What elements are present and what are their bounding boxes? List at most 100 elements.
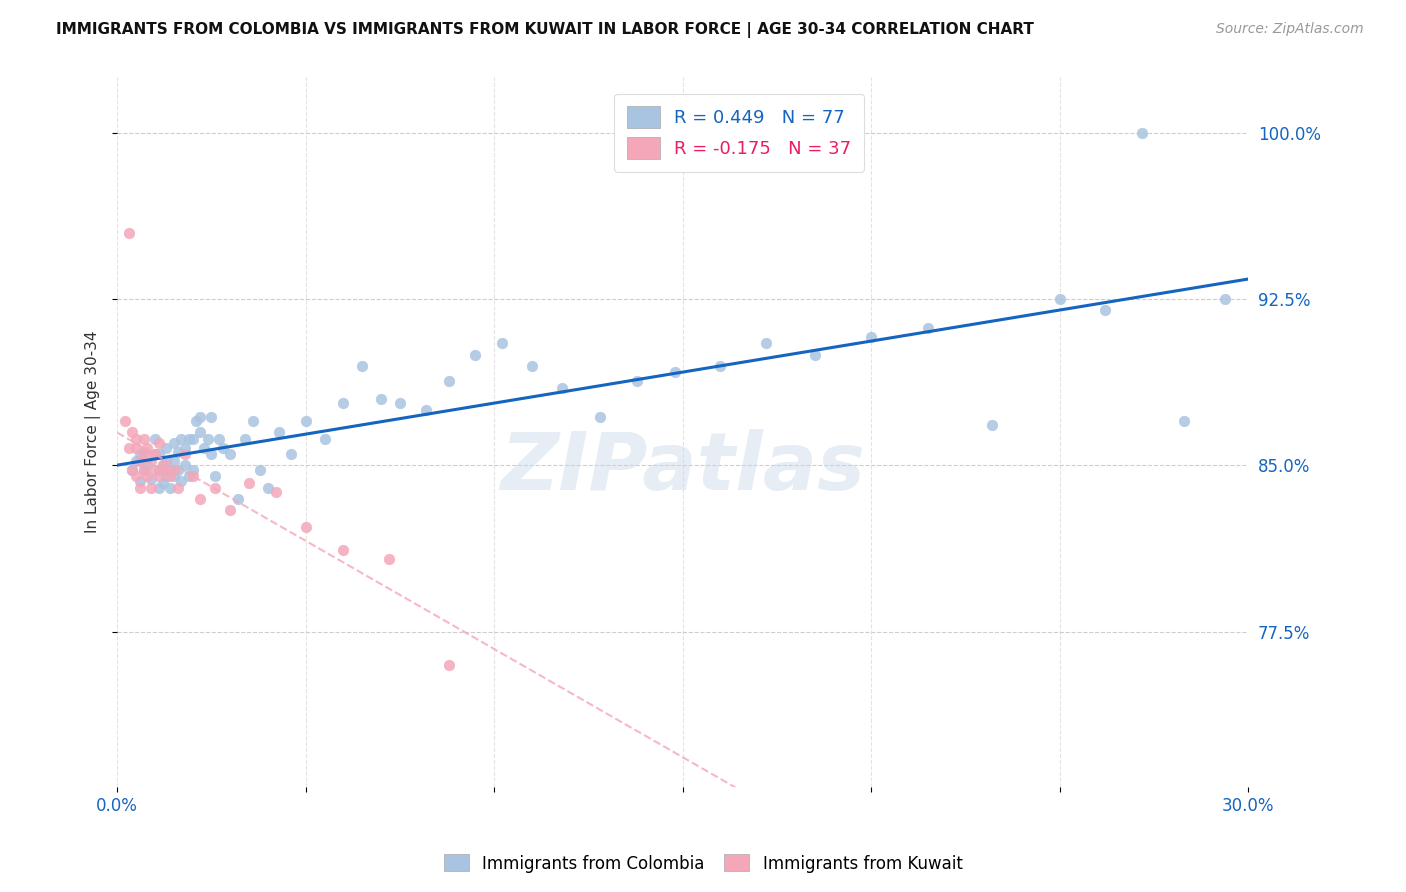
Point bbox=[197, 432, 219, 446]
Point bbox=[200, 409, 222, 424]
Point bbox=[125, 469, 148, 483]
Point bbox=[626, 374, 648, 388]
Point bbox=[589, 409, 612, 424]
Point bbox=[148, 447, 170, 461]
Point bbox=[163, 436, 186, 450]
Point bbox=[437, 657, 460, 672]
Point bbox=[170, 474, 193, 488]
Point bbox=[143, 447, 166, 461]
Point bbox=[155, 441, 177, 455]
Point bbox=[128, 481, 150, 495]
Point bbox=[136, 469, 159, 483]
Point bbox=[211, 441, 233, 455]
Point bbox=[159, 469, 181, 483]
Point bbox=[177, 469, 200, 483]
Point bbox=[163, 463, 186, 477]
Point bbox=[141, 472, 163, 486]
Point bbox=[177, 432, 200, 446]
Point bbox=[188, 491, 211, 506]
Point bbox=[709, 359, 731, 373]
Point bbox=[186, 414, 208, 428]
Point bbox=[332, 542, 354, 557]
Point bbox=[437, 374, 460, 388]
Point bbox=[388, 396, 411, 410]
Point bbox=[125, 454, 148, 468]
Point bbox=[132, 463, 155, 477]
Point bbox=[136, 458, 159, 473]
Point bbox=[415, 403, 437, 417]
Point bbox=[166, 463, 188, 477]
Point bbox=[128, 474, 150, 488]
Point bbox=[155, 454, 177, 468]
Point bbox=[249, 463, 271, 477]
Point bbox=[257, 481, 280, 495]
Point bbox=[204, 481, 226, 495]
Text: Source: ZipAtlas.com: Source: ZipAtlas.com bbox=[1216, 22, 1364, 37]
Point bbox=[132, 432, 155, 446]
Point bbox=[1215, 292, 1237, 306]
Point bbox=[238, 476, 260, 491]
Point bbox=[128, 447, 150, 461]
Point bbox=[280, 447, 302, 461]
Point bbox=[166, 445, 188, 459]
Point bbox=[166, 481, 188, 495]
Point bbox=[152, 458, 174, 473]
Point bbox=[235, 432, 257, 446]
Point bbox=[174, 458, 197, 473]
Point bbox=[264, 485, 287, 500]
Point bbox=[208, 432, 231, 446]
Point bbox=[1173, 414, 1195, 428]
Point bbox=[143, 447, 166, 461]
Point bbox=[125, 441, 148, 455]
Point bbox=[159, 481, 181, 495]
Point bbox=[141, 481, 163, 495]
Point bbox=[174, 447, 197, 461]
Point bbox=[200, 447, 222, 461]
Point bbox=[148, 436, 170, 450]
Point bbox=[125, 432, 148, 446]
Point bbox=[128, 454, 150, 468]
Point bbox=[314, 432, 336, 446]
Text: IMMIGRANTS FROM COLOMBIA VS IMMIGRANTS FROM KUWAIT IN LABOR FORCE | AGE 30-34 CO: IMMIGRANTS FROM COLOMBIA VS IMMIGRANTS F… bbox=[56, 22, 1035, 38]
Point bbox=[204, 469, 226, 483]
Point bbox=[163, 469, 186, 483]
Point bbox=[332, 396, 354, 410]
Point bbox=[136, 441, 159, 455]
Point bbox=[242, 414, 264, 428]
Point bbox=[174, 441, 197, 455]
Point bbox=[464, 347, 486, 361]
Point bbox=[188, 409, 211, 424]
Point bbox=[188, 425, 211, 439]
Point bbox=[163, 454, 186, 468]
Point bbox=[152, 476, 174, 491]
Point bbox=[269, 425, 291, 439]
Point bbox=[114, 414, 136, 428]
Point bbox=[132, 445, 155, 459]
Point bbox=[294, 520, 316, 534]
Point bbox=[1094, 303, 1116, 318]
Point bbox=[377, 551, 399, 566]
Point bbox=[117, 226, 139, 240]
Point bbox=[664, 365, 686, 379]
Point bbox=[121, 463, 143, 477]
Point bbox=[181, 469, 204, 483]
Point bbox=[121, 425, 143, 439]
Y-axis label: In Labor Force | Age 30-34: In Labor Force | Age 30-34 bbox=[86, 331, 101, 533]
Point bbox=[352, 359, 374, 373]
Point bbox=[520, 359, 543, 373]
Point bbox=[143, 432, 166, 446]
Point bbox=[917, 321, 939, 335]
Point bbox=[294, 414, 316, 428]
Point bbox=[152, 458, 174, 473]
Point bbox=[121, 463, 143, 477]
Point bbox=[148, 481, 170, 495]
Point bbox=[860, 330, 883, 344]
Point bbox=[219, 502, 242, 516]
Point bbox=[980, 418, 1002, 433]
Point bbox=[155, 469, 177, 483]
Point bbox=[181, 432, 204, 446]
Point bbox=[170, 432, 193, 446]
Point bbox=[155, 463, 177, 477]
Point bbox=[159, 463, 181, 477]
Point bbox=[1049, 292, 1071, 306]
